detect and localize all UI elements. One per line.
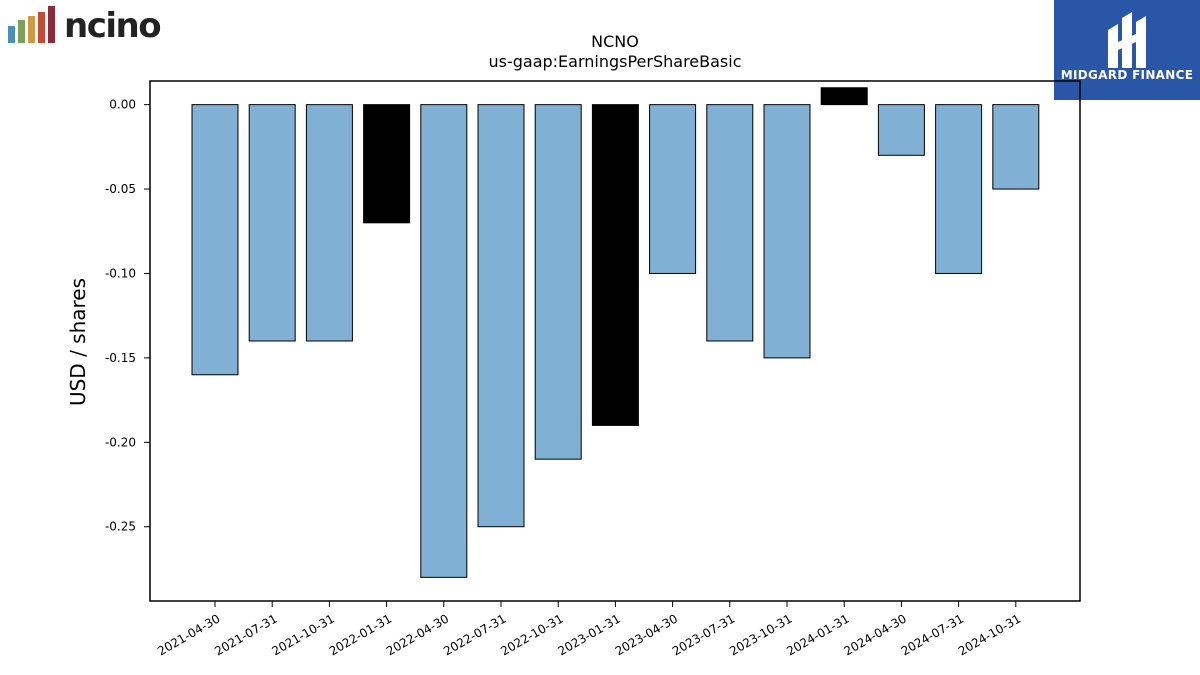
x-tick-label: 2023-07-31 xyxy=(670,611,737,658)
x-tick-label: 2021-07-31 xyxy=(212,611,279,658)
x-tick-label: 2024-04-30 xyxy=(841,611,908,658)
midgard-finance-logo: MIDGARD FINANCE xyxy=(1054,0,1200,100)
bar-2021-10-31 xyxy=(305,104,353,342)
bar-2023-01-31 xyxy=(591,104,639,426)
x-tick-label: 2021-04-30 xyxy=(155,611,222,658)
bar-2024-07-31 xyxy=(935,104,983,274)
bars-group xyxy=(191,87,1040,578)
x-tick-label: 2022-07-31 xyxy=(441,611,508,658)
bar-2024-01-31 xyxy=(820,87,868,106)
bar-2022-10-31 xyxy=(534,104,582,460)
x-tick-label: 2023-01-31 xyxy=(555,611,622,658)
x-tick-label: 2022-01-31 xyxy=(327,611,394,658)
chart-title: NCNO xyxy=(591,32,639,51)
bar-2023-04-30 xyxy=(649,104,697,274)
x-axis: 2021-04-302021-07-312021-10-312022-01-31… xyxy=(155,601,1023,658)
bar-2022-04-30 xyxy=(420,104,468,578)
x-tick-label: 2023-10-31 xyxy=(727,611,794,658)
bar-2024-10-31 xyxy=(992,104,1040,190)
y-tick-label: -0.05 xyxy=(105,182,136,196)
ncino-logo: ncino xyxy=(6,6,166,46)
midgard-brand-text: MIDGARD FINANCE xyxy=(1060,68,1194,82)
bar-2024-04-30 xyxy=(877,104,925,156)
y-tick-label: 0.00 xyxy=(109,98,136,112)
y-tick-label: -0.10 xyxy=(105,266,136,280)
bar-2022-07-31 xyxy=(477,104,525,528)
bar-2022-01-31 xyxy=(363,104,411,224)
y-axis: 0.00 -0.05 -0.10 -0.15 -0.20 -0.25 xyxy=(105,98,150,534)
y-tick-label: -0.15 xyxy=(105,351,136,365)
x-tick-label: 2022-04-30 xyxy=(384,611,451,658)
x-tick-label: 2024-01-31 xyxy=(784,611,851,658)
y-tick-label: -0.25 xyxy=(105,520,136,534)
bar-2023-07-31 xyxy=(706,104,754,342)
x-tick-label: 2024-10-31 xyxy=(956,611,1023,658)
x-tick-label: 2023-04-30 xyxy=(613,611,680,658)
y-tick-label: -0.20 xyxy=(105,435,136,449)
x-tick-label: 2022-10-31 xyxy=(498,611,565,658)
midgard-mark-icon xyxy=(1108,12,1146,68)
chart-subtitle: us-gaap:EarningsPerShareBasic xyxy=(488,52,742,71)
ncino-wordmark: ncino xyxy=(64,6,162,46)
x-tick-label: 2024-07-31 xyxy=(899,611,966,658)
ncino-bars-icon xyxy=(8,6,55,43)
bar-2023-10-31 xyxy=(763,104,811,359)
bar-2021-07-31 xyxy=(248,104,296,342)
x-tick-label: 2021-10-31 xyxy=(269,611,336,658)
bar-2021-04-30 xyxy=(191,104,239,376)
